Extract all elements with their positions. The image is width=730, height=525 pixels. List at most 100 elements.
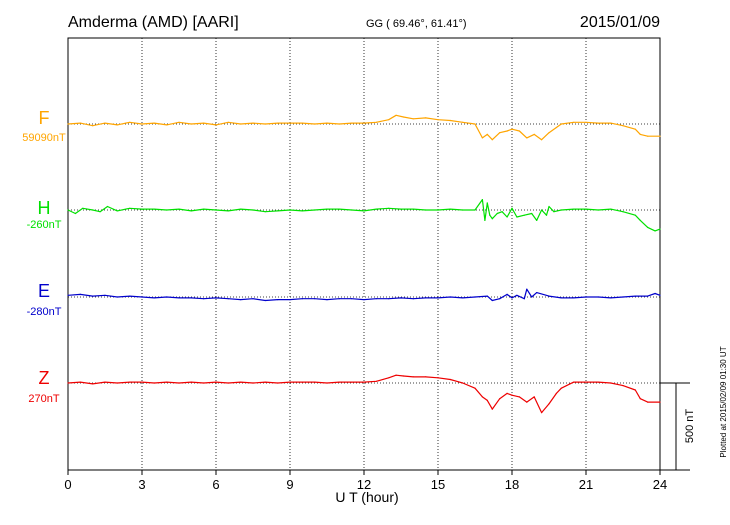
data-point-Z-33 <box>462 382 464 384</box>
data-point-E-54 <box>659 294 661 296</box>
data-point-Z-56 <box>659 401 661 403</box>
data-point-F-43 <box>533 133 535 135</box>
data-point-F-3 <box>104 122 106 124</box>
data-point-H-54 <box>573 208 575 210</box>
data-point-H-6 <box>116 210 118 212</box>
data-point-E-29 <box>425 297 427 299</box>
data-point-F-4 <box>116 124 118 126</box>
data-point-E-45 <box>560 297 562 299</box>
data-point-H-33 <box>449 208 451 210</box>
data-point-F-48 <box>573 121 575 123</box>
data-point-H-4 <box>99 211 101 213</box>
data-point-H-45 <box>516 216 518 218</box>
data-point-E-25 <box>375 298 377 300</box>
data-point-Z-6 <box>141 381 143 383</box>
data-point-Z-48 <box>573 381 575 383</box>
scale-bar: 500 nT <box>660 382 696 471</box>
data-point-Z-35 <box>481 396 483 398</box>
data-point-F-10 <box>190 123 192 125</box>
data-point-Z-3 <box>104 381 106 383</box>
data-point-H-8 <box>141 208 143 210</box>
data-point-E-50 <box>622 296 624 298</box>
data-point-E-11 <box>203 298 205 300</box>
data-point-F-28 <box>402 116 405 118</box>
data-point-E-4 <box>116 296 118 298</box>
data-point-H-9 <box>153 208 155 210</box>
data-point-F-47 <box>560 123 562 125</box>
data-point-F-46 <box>555 126 558 129</box>
data-point-E-15 <box>252 298 254 300</box>
data-point-Z-20 <box>314 381 316 383</box>
data-point-E-5 <box>129 295 131 297</box>
data-point-Z-40 <box>511 394 513 396</box>
data-point-H-19 <box>277 210 279 212</box>
data-point-H-50 <box>545 214 548 216</box>
data-point-Z-15 <box>252 382 254 384</box>
data-point-F-44 <box>541 139 543 141</box>
data-point-H-44 <box>511 207 513 209</box>
data-point-Z-26 <box>388 377 390 379</box>
data-point-E-32 <box>462 297 464 299</box>
data-point-H-20 <box>289 209 291 211</box>
component-baseline-H: -260nT <box>27 219 62 231</box>
data-point-F-16 <box>264 123 266 125</box>
component-baseline-Z: 270nT <box>28 393 59 405</box>
data-point-E-33 <box>474 296 476 298</box>
data-point-F-6 <box>141 123 143 125</box>
data-point-E-1 <box>79 293 81 295</box>
data-point-Z-0 <box>67 382 69 384</box>
record-date: 2015/01/09 <box>580 14 660 31</box>
data-point-Z-31 <box>437 377 439 379</box>
data-point-Z-16 <box>264 381 266 383</box>
data-point-H-61 <box>647 226 649 228</box>
data-point-H-29 <box>400 208 402 210</box>
data-point-H-37 <box>484 219 486 221</box>
x-tick-label-24: 24 <box>653 477 667 492</box>
data-point-F-50 <box>597 122 599 124</box>
data-point-E-53 <box>654 292 656 295</box>
data-point-E-6 <box>141 296 143 298</box>
data-point-F-52 <box>622 125 624 127</box>
data-point-H-3 <box>92 209 94 211</box>
data-point-Z-7 <box>153 382 155 384</box>
data-point-F-9 <box>178 121 180 123</box>
data-point-F-41 <box>518 130 521 132</box>
data-point-H-16 <box>240 208 242 210</box>
data-point-Z-55 <box>647 401 649 403</box>
data-point-Z-19 <box>301 381 303 383</box>
data-point-Z-51 <box>610 382 612 384</box>
data-point-H-30 <box>412 208 414 210</box>
data-point-H-42 <box>501 211 503 213</box>
data-point-E-0 <box>67 294 69 296</box>
data-point-Z-46 <box>555 392 558 394</box>
data-point-F-45 <box>548 132 550 134</box>
data-point-Z-23 <box>351 381 353 383</box>
data-point-Z-34 <box>474 387 476 389</box>
data-point-E-41 <box>526 288 528 290</box>
data-point-F-5 <box>129 121 131 123</box>
data-point-Z-25 <box>375 380 377 382</box>
data-point-E-34 <box>486 295 488 297</box>
data-point-H-28 <box>388 207 390 209</box>
data-point-Z-11 <box>203 382 205 384</box>
data-point-Z-29 <box>412 376 414 378</box>
data-point-Z-21 <box>326 382 328 384</box>
data-point-Z-38 <box>499 398 501 400</box>
data-point-E-7 <box>153 297 155 299</box>
data-point-E-27 <box>400 297 402 299</box>
data-point-F-18 <box>289 122 291 124</box>
data-point-H-15 <box>227 210 229 212</box>
data-point-F-12 <box>215 124 217 126</box>
data-point-Z-50 <box>597 381 599 383</box>
data-point-H-12 <box>190 210 192 212</box>
data-point-E-48 <box>597 296 599 298</box>
data-point-E-13 <box>227 298 229 300</box>
data-point-H-31 <box>425 209 427 211</box>
x-tick-label-12: 12 <box>357 477 371 492</box>
data-point-Z-28 <box>402 375 405 377</box>
data-point-E-21 <box>326 299 328 301</box>
data-point-H-43 <box>506 216 508 218</box>
data-point-E-22 <box>338 298 340 300</box>
data-point-H-51 <box>548 205 550 208</box>
component-labels: F 59090nT H-260nT E -280nT Z 270nT <box>22 108 66 405</box>
